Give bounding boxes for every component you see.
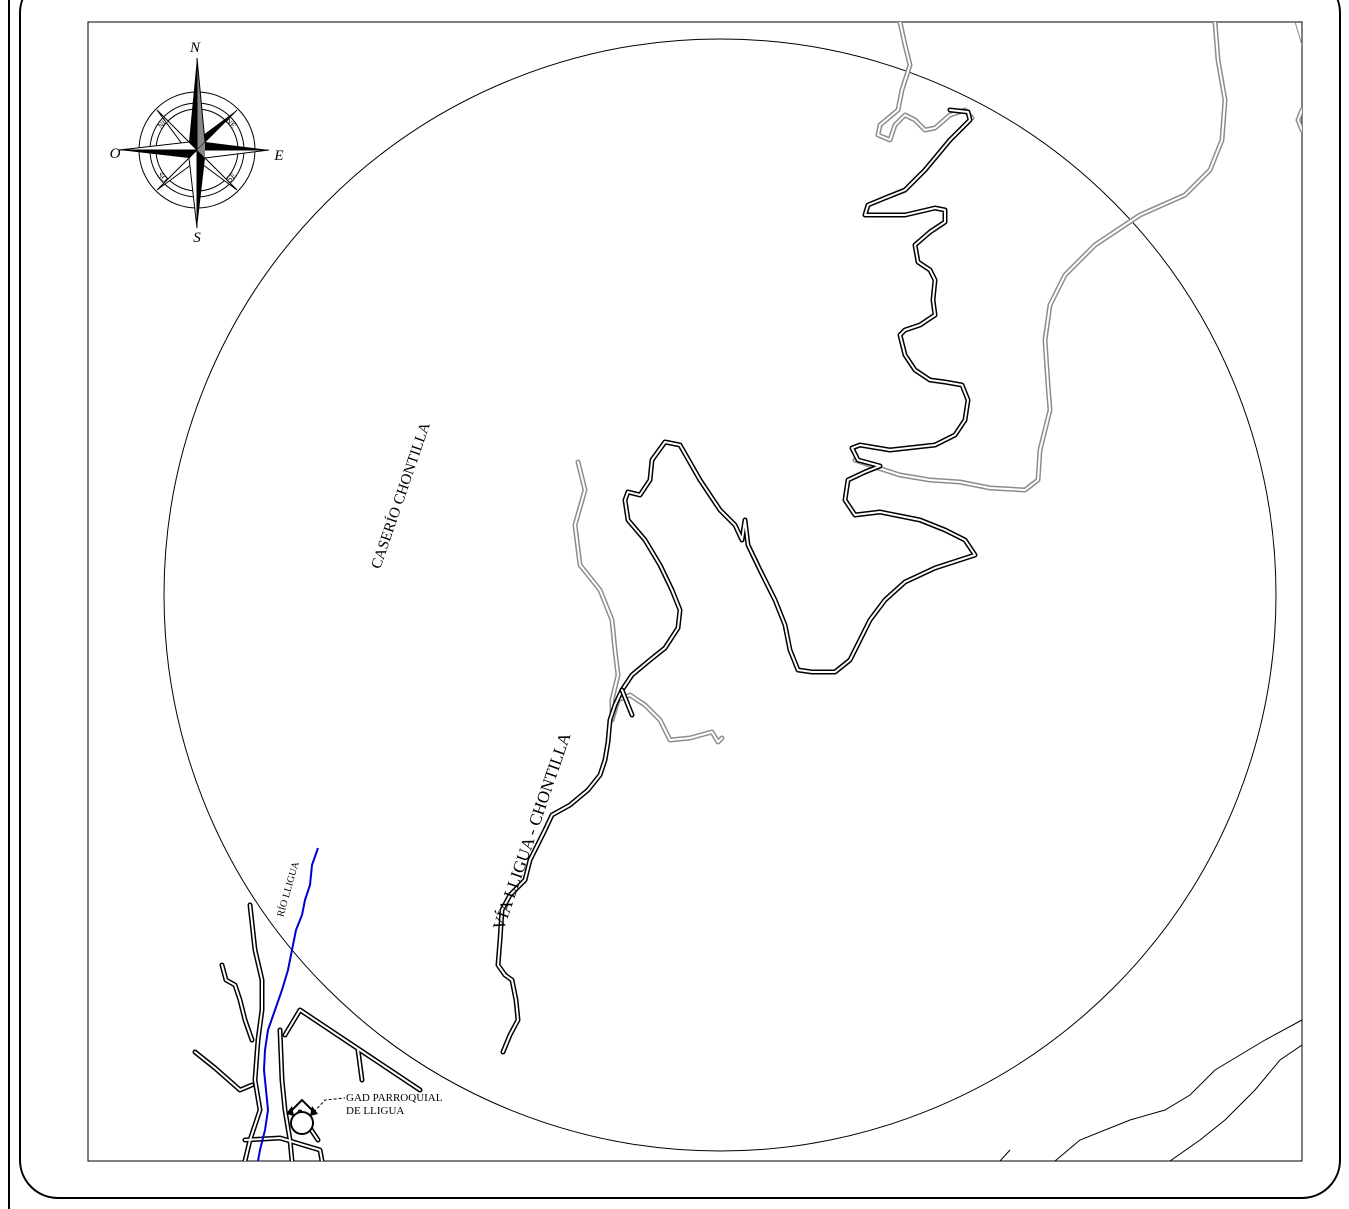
- compass-nw-label: NO: [156, 116, 171, 131]
- terrain-lines: [999, 1019, 1302, 1161]
- secondary-road-creek: [572, 459, 725, 745]
- landmark-label-line1: GAD PARROQUIAL: [346, 1092, 443, 1104]
- river-lligua: [257, 847, 319, 1161]
- secondary-road-northeast-edge: [1294, 22, 1302, 46]
- compass-north-label: N: [189, 40, 201, 56]
- map-outer-frame: [19, 0, 1341, 1199]
- settlement-label: CASERÍO CHONTILLA: [368, 420, 434, 571]
- leader-line: [313, 1097, 346, 1113]
- compass-east-label: E: [273, 148, 283, 164]
- compass-cardinal-arms: [118, 57, 270, 229]
- road-label: VÍA LLIGUA - CHONTILLA: [489, 729, 575, 932]
- landmark-label-line2: DE LLIGUA: [346, 1105, 404, 1117]
- influence-area-circle: [163, 38, 1277, 1152]
- compass-rose: N S E O NE NO SE SO: [110, 40, 284, 246]
- compass-south-label: S: [193, 230, 201, 246]
- secondary-road-east: [852, 22, 1228, 493]
- river-label: RÍO LLIGUA: [275, 859, 302, 918]
- secondary-road-north: [875, 22, 975, 143]
- gad-parroquial-marker: [286, 1097, 346, 1135]
- map-inner-frame: [87, 21, 1303, 1162]
- compass-west-label: O: [110, 146, 121, 162]
- main-road: [495, 107, 978, 1055]
